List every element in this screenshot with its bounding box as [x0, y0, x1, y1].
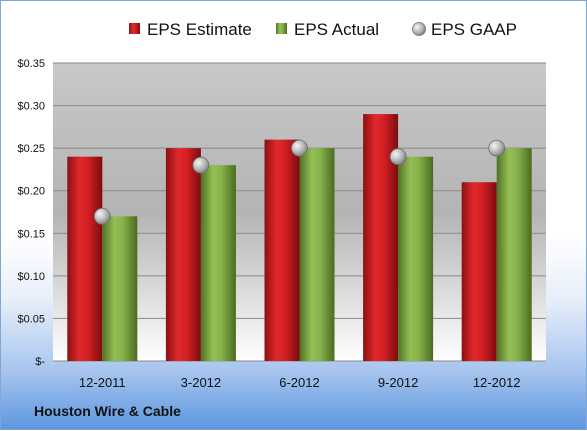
x-axis-ticks: 12-2011 3-2012 6-2012 9-2012 12-2012 [79, 375, 521, 390]
bars [67, 114, 532, 361]
bar-eps-actual [496, 148, 532, 361]
legend-label: EPS GAAP [431, 20, 517, 39]
marker-eps-gaap [192, 156, 210, 174]
company-name: Houston Wire & Cable [34, 403, 181, 419]
x-tick-label: 3-2012 [181, 375, 221, 390]
y-tick-label: $- [35, 356, 45, 368]
gaap-markers [93, 139, 506, 225]
x-tick-label: 9-2012 [378, 375, 418, 390]
y-tick-label: $0.05 [17, 313, 45, 325]
y-tick-label: $0.30 [17, 101, 45, 113]
y-axis-ticks: $- $0.05 $0.10 $0.15 $0.20 $0.25 $0.30 $0.35 [17, 58, 45, 368]
x-tick-label: 12-2011 [79, 375, 126, 390]
legend-item-eps-gaap: EPS GAAP [412, 20, 517, 39]
legend-item-eps-actual: EPS Actual [276, 20, 379, 39]
legend: EPS Estimate EPS Actual EPS GAAP [129, 20, 517, 39]
bar-eps-actual [102, 216, 138, 361]
marker-eps-gaap [93, 207, 111, 225]
marker-eps-gaap [488, 139, 506, 157]
legend-swatch [412, 22, 426, 36]
legend-label: EPS Actual [294, 20, 379, 39]
y-tick-label: $0.20 [17, 186, 45, 198]
y-tick-label: $0.35 [17, 58, 45, 70]
x-tick-label: 12-2012 [473, 375, 521, 390]
marker-eps-gaap [291, 139, 308, 157]
bar-eps-estimate [264, 139, 300, 361]
y-tick-label: $0.15 [17, 228, 45, 240]
marker-eps-gaap [389, 148, 407, 166]
legend-label: EPS Estimate [147, 20, 252, 39]
legend-item-eps-estimate: EPS Estimate [129, 20, 252, 39]
y-tick-label: $0.10 [17, 271, 45, 283]
legend-swatch [129, 23, 140, 34]
y-tick-label: $0.25 [17, 143, 45, 155]
bar-eps-estimate [461, 182, 497, 361]
bar-eps-estimate [165, 148, 201, 361]
bar-eps-actual [398, 156, 434, 361]
bar-eps-actual [299, 148, 335, 361]
x-tick-label: 6-2012 [279, 375, 319, 390]
bar-eps-estimate [67, 156, 103, 361]
bar-eps-actual [200, 165, 236, 361]
legend-swatch [276, 23, 287, 34]
